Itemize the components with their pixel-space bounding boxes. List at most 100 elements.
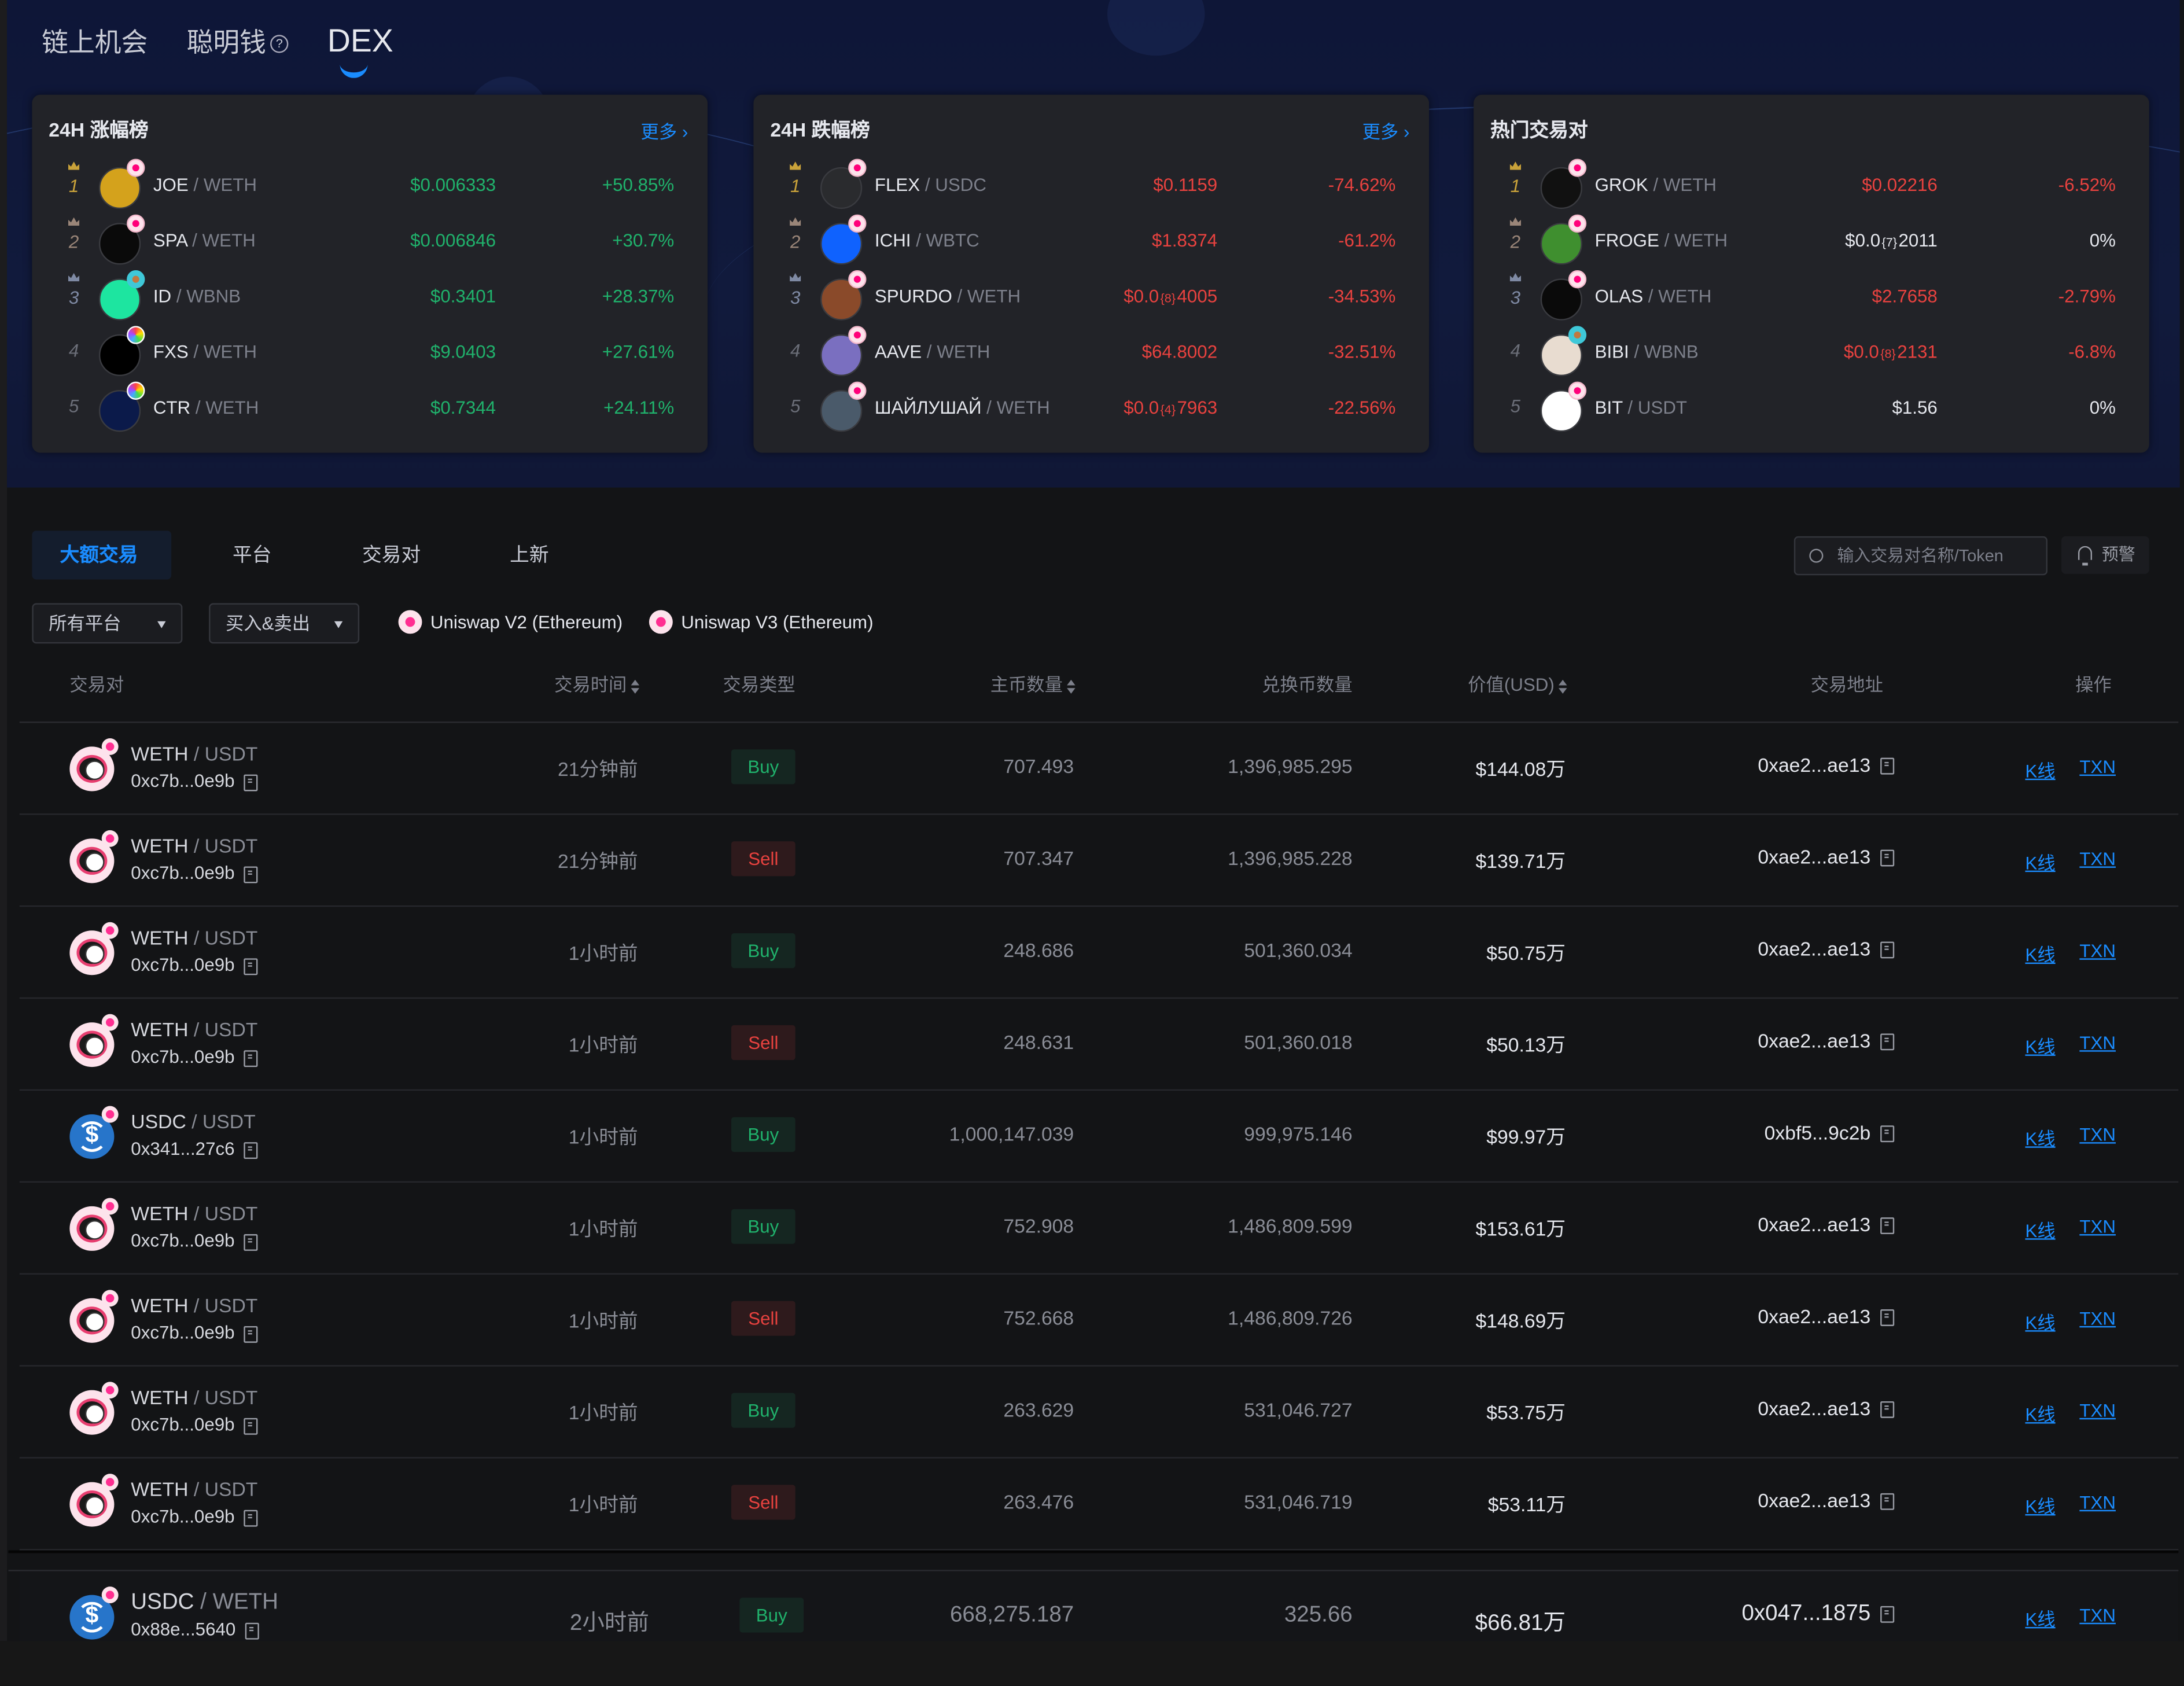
ranking-row[interactable]: 3 OLAS / WETH $2.7658 -2.79% <box>1474 270 2149 326</box>
txn-link[interactable]: TXN <box>2079 756 2116 778</box>
tab-pairs[interactable]: 交易对 <box>362 531 421 579</box>
table-row[interactable]: WETH / USDT 0xc7b...0e9b 21分钟前 Sell 707.347 1… <box>19 815 2179 907</box>
ranking-row[interactable]: 3 ID / WBNB $0.3401 +28.37% <box>32 270 708 326</box>
kline-link[interactable]: K线 <box>2025 1312 2056 1333</box>
kline-link[interactable]: K线 <box>2025 760 2056 782</box>
table-row[interactable]: WETH / USDT 0xc7b...0e9b 1小时前 Sell 752.668 1,… <box>19 1275 2179 1367</box>
pair-name[interactable]: USDC / USDT <box>131 1110 255 1133</box>
header-amount[interactable]: 主币数量 <box>990 670 1076 697</box>
kline-link[interactable]: K线 <box>2025 1036 2056 1058</box>
ranking-row[interactable]: 2 ICHI / WBTC $1.8374 -61.2% <box>753 214 1429 270</box>
nav-onchain-opportunities[interactable]: 链上机会 <box>42 23 148 60</box>
nav-smart-money[interactable]: 聪明钱? <box>187 23 289 60</box>
txn-link[interactable]: TXN <box>2079 1492 2116 1513</box>
ranking-row[interactable]: 5 BIT / USDT $1.56 0% <box>1474 381 2149 437</box>
txn-link[interactable]: TXN <box>2079 1308 2116 1329</box>
copy-icon[interactable] <box>1880 1125 1895 1143</box>
sort-icon[interactable] <box>631 679 640 693</box>
table-row[interactable]: WETH / USDT 0xc7b...0e9b 21分钟前 Buy 707.493 1,… <box>19 723 2179 815</box>
txn-link[interactable]: TXN <box>2079 1124 2116 1145</box>
copy-icon[interactable] <box>1880 1309 1895 1327</box>
copy-icon[interactable] <box>1880 1401 1895 1419</box>
copy-icon[interactable] <box>244 958 259 975</box>
platform-chip-uniswap-v3[interactable]: Uniswap V3 (Ethereum) <box>649 609 874 636</box>
table-row[interactable]: WETH / USDT 0xc7b...0e9b 1小时前 Sell 248.631 50… <box>19 999 2179 1091</box>
kline-link[interactable]: K线 <box>2025 944 2056 966</box>
table-row[interactable]: WETH / USDT 0xc7b...0e9b 1小时前 Buy 248.686 501… <box>19 907 2179 999</box>
copy-icon[interactable] <box>1880 850 1895 867</box>
pair-name[interactable]: USDC / WETH <box>131 1591 278 1615</box>
ranking-row[interactable]: 1 JOE / WETH $0.006333 +50.85% <box>32 159 708 214</box>
copy-icon[interactable] <box>245 1622 260 1639</box>
copy-icon[interactable] <box>1880 1606 1895 1623</box>
table-row[interactable]: WETH / USDT 0xc7b...0e9b 1小时前 Buy 263.629 531… <box>19 1367 2179 1459</box>
header-value[interactable]: 价值(USD) <box>1468 670 1567 697</box>
nav-dex[interactable]: DEX <box>327 23 393 78</box>
copy-icon[interactable] <box>244 1417 259 1434</box>
tab-new-listings[interactable]: 上新 <box>510 531 548 579</box>
sort-icon[interactable] <box>1558 679 1567 693</box>
copy-icon[interactable] <box>244 866 259 883</box>
table-row[interactable]: WETH / USDT 0xc7b...0e9b 1小时前 Sell 263.476 53… <box>19 1459 2179 1551</box>
pair-name[interactable]: WETH / USDT <box>131 1386 257 1408</box>
tab-platform[interactable]: 平台 <box>233 531 271 579</box>
base-token: BIBI <box>1594 341 1629 362</box>
txn-link[interactable]: TXN <box>2079 940 2116 962</box>
ranking-row[interactable]: 4 AAVE / WETH $64.8002 -32.51% <box>753 326 1429 381</box>
alert-button[interactable]: 预警 <box>2061 536 2149 574</box>
copy-icon[interactable] <box>1880 1034 1895 1051</box>
question-circle-icon[interactable]: ? <box>270 35 289 54</box>
ranking-row[interactable]: 1 GROK / WETH $0.02216 -6.52% <box>1474 159 2149 214</box>
kline-link[interactable]: K线 <box>2025 1128 2056 1150</box>
ranking-row[interactable]: 4 BIBI / WBNB $0.0 {8} 2131 -6.8% <box>1474 326 2149 381</box>
platform-chip-uniswap-v2[interactable]: Uniswap V2 (Ethereum) <box>398 609 623 636</box>
pair-name[interactable]: WETH / USDT <box>131 926 257 949</box>
pair-name[interactable]: WETH / USDT <box>131 1478 257 1500</box>
ranking-row[interactable]: 2 SPA / WETH $0.006846 +30.7% <box>32 214 708 270</box>
txn-link[interactable]: TXN <box>2079 1400 2116 1421</box>
side-dropdown[interactable]: 买入&卖出 <box>209 603 360 644</box>
ranking-row[interactable]: 5 ШАЙЛУШАЙ / WETH $0.0 {4} 7963 -22.56% <box>753 381 1429 437</box>
ranking-row[interactable]: 3 SPURDO / WETH $0.0 {8} 4005 -34.53% <box>753 270 1429 326</box>
pair-name[interactable]: WETH / USDT <box>131 1018 257 1041</box>
more-link[interactable]: 更多 › <box>1362 117 1410 143</box>
txn-link[interactable]: TXN <box>2079 1216 2116 1237</box>
copy-icon[interactable] <box>244 1233 259 1250</box>
copy-icon[interactable] <box>1880 758 1895 775</box>
pair-name[interactable]: WETH / USDT <box>131 1294 257 1317</box>
ranking-row[interactable]: 4 FXS / WETH $9.0403 +27.61% <box>32 326 708 381</box>
trades-table-body: WETH / USDT 0xc7b...0e9b 21分钟前 Buy 707.493 1,… <box>8 723 2179 1661</box>
kline-link[interactable]: K线 <box>2025 1220 2056 1242</box>
header-time[interactable]: 交易时间 <box>554 670 640 697</box>
pair-name[interactable]: WETH / USDT <box>131 834 257 857</box>
copy-icon[interactable] <box>244 1050 259 1067</box>
table-row[interactable]: WETH / USDT 0xc7b...0e9b 1小时前 Buy 752.908 1,4… <box>19 1183 2179 1275</box>
copy-icon[interactable] <box>244 1325 259 1342</box>
quote-separator: / <box>922 341 937 362</box>
copy-icon[interactable] <box>244 1509 259 1526</box>
ranking-row[interactable]: 2 FROGE / WETH $0.0 {7} 2011 0% <box>1474 214 2149 270</box>
ranking-row[interactable]: 5 CTR / WETH $0.7344 +24.11% <box>32 381 708 437</box>
platform-dropdown[interactable]: 所有平台 <box>32 603 183 644</box>
pair-name[interactable]: WETH / USDT <box>131 1202 257 1225</box>
ranking-row[interactable]: 1 FLEX / USDC $0.1159 -74.62% <box>753 159 1429 214</box>
kline-link[interactable]: K线 <box>2025 1404 2056 1425</box>
txn-link[interactable]: TXN <box>2079 848 2116 870</box>
kline-link[interactable]: K线 <box>2025 1608 2056 1630</box>
copy-icon[interactable] <box>1880 942 1895 959</box>
copy-icon[interactable] <box>1880 1217 1895 1235</box>
kline-link[interactable]: K线 <box>2025 1496 2056 1517</box>
sort-icon[interactable] <box>1067 679 1076 693</box>
txn-link[interactable]: TXN <box>2079 1032 2116 1054</box>
txn-link[interactable]: TXN <box>2079 1604 2116 1626</box>
more-link[interactable]: 更多 › <box>641 117 688 143</box>
tab-large-trades[interactable]: 大额交易 <box>32 531 172 580</box>
copy-icon[interactable] <box>1880 1493 1895 1511</box>
pair-name[interactable]: WETH / USDT <box>131 742 257 765</box>
search-input[interactable] <box>1837 538 2039 574</box>
table-row[interactable]: USDC / USDT 0x341...27c6 1小时前 Buy 1,000,147.… <box>19 1091 2179 1183</box>
copy-icon[interactable] <box>244 774 259 791</box>
copy-icon[interactable] <box>244 1142 259 1158</box>
kline-link[interactable]: K线 <box>2025 852 2056 874</box>
